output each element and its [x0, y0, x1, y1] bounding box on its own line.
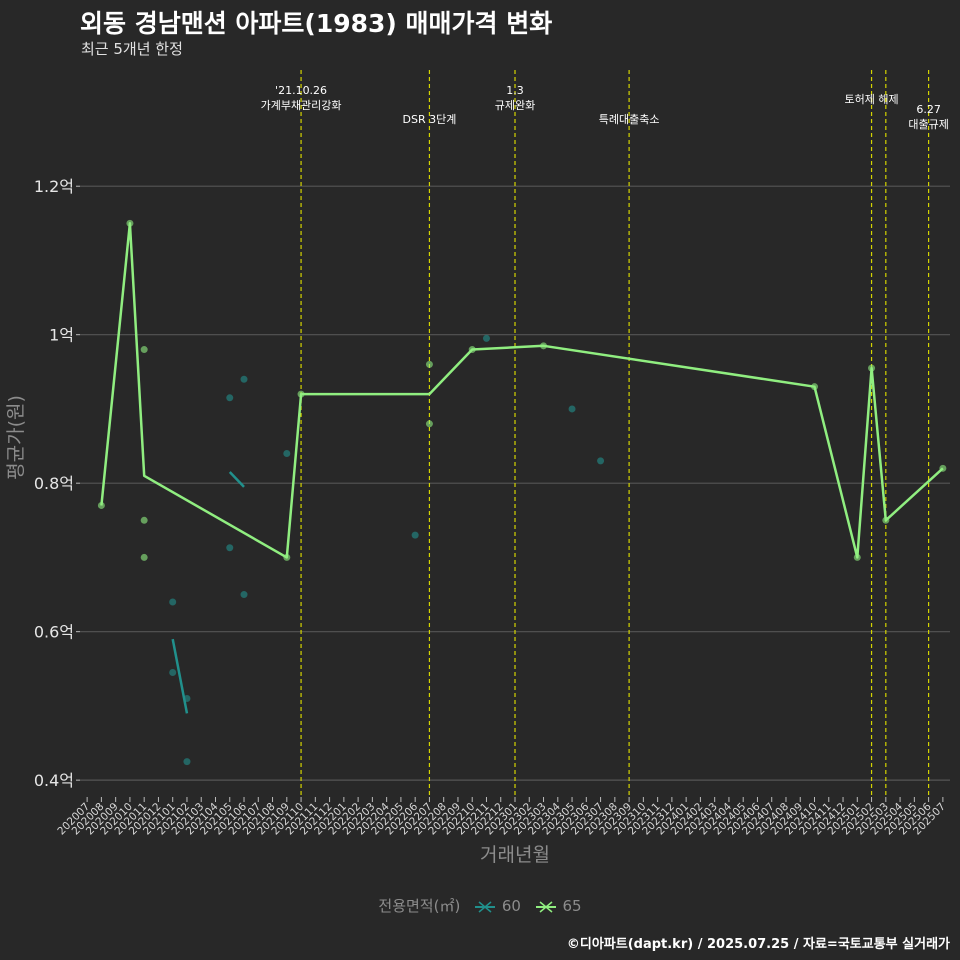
- data-point-60: [568, 405, 576, 413]
- data-point-60: [226, 394, 234, 402]
- series-line-65: [100, 222, 944, 559]
- chart-subtitle: 최근 5개년 한정: [81, 40, 183, 58]
- y-tick-label: 0.6억: [34, 623, 74, 642]
- y-tick-label: 0.8억: [34, 474, 74, 493]
- data-point-60: [411, 531, 419, 539]
- data-point-65: [140, 516, 148, 524]
- data-point-60: [240, 591, 248, 599]
- event-label: DSR 3단계: [403, 113, 457, 126]
- y-tick-label: 1억: [49, 326, 74, 345]
- data-point-60: [169, 669, 177, 676]
- chart-title: 외동 경남맨션 아파트(1983) 매매가격 변화: [80, 9, 553, 38]
- series-line-60: [171, 638, 189, 714]
- data-point-60: [283, 449, 291, 457]
- event-label-line: '21.10.26: [275, 84, 327, 97]
- event-label-line: 대출규제: [908, 118, 948, 131]
- y-axis-title: 평균가(원): [5, 395, 27, 480]
- data-point-65: [425, 360, 433, 368]
- data-point-60: [169, 598, 177, 606]
- event-label-line: 토허제 해제: [845, 92, 899, 106]
- data-point-60: [597, 457, 605, 465]
- legend-key-65-icon: [535, 900, 556, 913]
- y-tick-label: 0.4억: [34, 771, 74, 790]
- data-point-60: [240, 375, 248, 383]
- event-label-line: 특례대출축소: [599, 113, 660, 126]
- event-label: 특례대출축소: [599, 113, 660, 126]
- event-label-line: 규제완화: [495, 99, 535, 112]
- event-label-line: 가계부채관리강화: [261, 99, 342, 112]
- event-label-line: DSR 3단계: [403, 113, 457, 126]
- legend-title: 전용면적(㎡): [378, 897, 461, 915]
- event-label: 토허제 해제: [845, 92, 899, 106]
- legend-item-60: 60: [473, 897, 521, 915]
- data-point-60: [482, 334, 490, 342]
- series-line-60: [228, 471, 245, 488]
- data-point-60: [226, 544, 234, 552]
- data-point-65: [140, 346, 148, 354]
- event-label-line: 6.27: [916, 103, 941, 116]
- data-point-65: [140, 553, 148, 561]
- event-label-line: 1.3: [506, 84, 524, 97]
- x-axis-title: 거래년월: [480, 844, 550, 866]
- source-caption: ©디아파트(dapt.kr) / 2025.07.25 / 자료=국토교통부 실…: [566, 937, 950, 952]
- event-label: 1.3 규제완화: [495, 84, 535, 112]
- legend: 전용면적(㎡) 60 65: [0, 895, 960, 916]
- data-point-65: [425, 420, 433, 428]
- event-label: '21.10.26 가계부채관리강화: [261, 84, 342, 112]
- legend-item-65: 65: [534, 897, 582, 915]
- data-point-60: [183, 758, 191, 766]
- legend-key-60-icon: [475, 900, 496, 913]
- y-tick-label: 1.2억: [34, 177, 74, 196]
- legend-label-65: 65: [562, 897, 582, 915]
- event-label: 6.27 대출규제: [908, 103, 948, 131]
- legend-label-60: 60: [501, 897, 521, 915]
